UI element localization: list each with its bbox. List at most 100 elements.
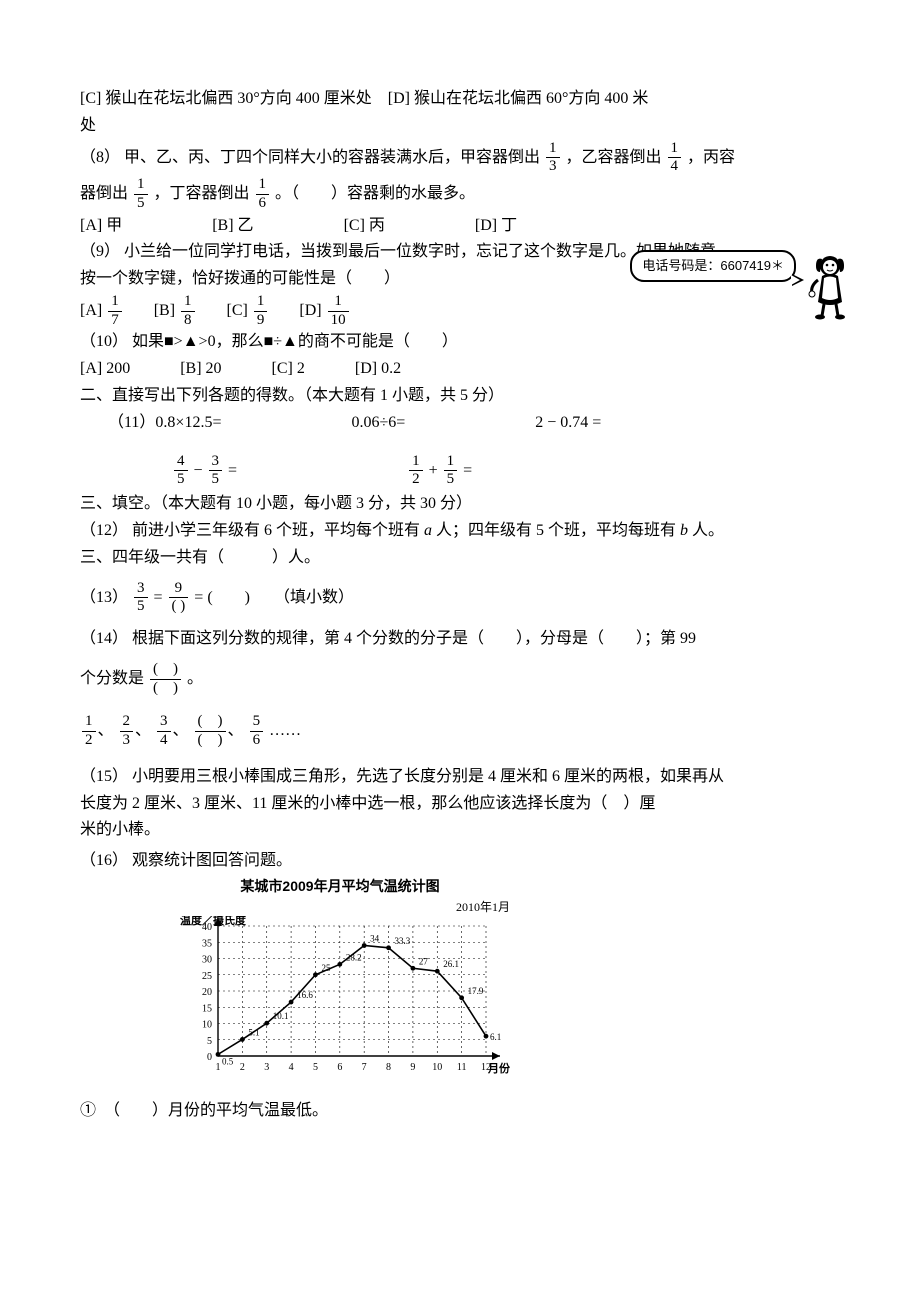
q9-opt-c: [C] 19 [227, 294, 270, 329]
q12-var-b: b [680, 522, 688, 539]
q11-row2: 45 − 35 = 12 + 15 = [172, 454, 830, 489]
q14: （14） 根据下面这列分数的规律，第 4 个分数的分子是（ ），分母是（ ）；第… [80, 627, 830, 652]
q14-line1: 根据下面这列分数的规律，第 4 个分数的分子是（ ），分母是（ ）；第 99 [132, 630, 696, 647]
svg-text:6.1: 6.1 [490, 1033, 501, 1043]
girl-icon [802, 250, 850, 320]
q15-line1: 小明要用三根小棒围成三角形，先选了长度分别是 4 厘米和 6 厘米的两根，如果再… [132, 768, 724, 785]
q10-options: [A] 200 [B] 20 [C] 2 [D] 0.2 [80, 357, 830, 382]
speech-bubble: 电话号码是：6607419＊ [630, 250, 796, 282]
temperature-line-chart: 0510152025303540123456789101112温度／摄氏度月份0… [170, 916, 510, 1086]
q8-line2-c: 。（ ）容器剩的水最多。 [275, 185, 475, 202]
svg-text:11: 11 [457, 1062, 467, 1073]
q16-chart-block: 某城市2009年月平均气温统计图 2010年1月 051015202530354… [170, 876, 830, 1095]
chart-date: 2010年1月 [170, 898, 530, 917]
svg-text:5: 5 [207, 1036, 212, 1047]
svg-text:1: 1 [216, 1062, 221, 1073]
svg-text:25: 25 [321, 963, 331, 973]
q13-label: （13） [80, 588, 128, 605]
q13-f2: 9( ) [169, 581, 189, 616]
q12-label: （12） [80, 522, 128, 539]
section3-heading: 三、填空。（本大题有 10 小题，每小题 3 分，共 30 分） [80, 492, 830, 517]
q14-label: （14） [80, 630, 128, 647]
svg-text:10.1: 10.1 [273, 1012, 289, 1022]
q12-line1-a: 前进小学三年级有 6 个班，平均每个班有 [132, 522, 424, 539]
q8-opt-d: [D] 丁 [475, 214, 517, 239]
q8-frac1: 13 [546, 141, 560, 176]
q12-line2: 三、四年级一共有（ ）人。 [80, 546, 830, 571]
q9-opt-a: [A] 17 [80, 294, 124, 329]
svg-text:15: 15 [202, 1004, 212, 1015]
q10: （10） 如果■>▲>0，那么■÷▲的商不可能是（ ） [80, 330, 830, 355]
q8-stem-b: ，乙容器倒出 [566, 149, 662, 166]
svg-text:0: 0 [207, 1052, 212, 1063]
q8-frac2: 14 [668, 141, 682, 176]
q8-label: （8） [80, 149, 120, 166]
q10-stem: 如果■>▲>0，那么■÷▲的商不可能是（ ） [132, 333, 458, 350]
svg-text:34: 34 [370, 934, 380, 944]
q8-stem-a: 甲、乙、丙、丁四个同样大小的容器装满水后，甲容器倒出 [124, 149, 540, 166]
q13: （13） 35 = 9( ) = ( ) （填小数） [80, 581, 830, 616]
q8-opt-c: [C] 丙 [344, 214, 385, 239]
q11-f2: 12 + 15 = [407, 454, 472, 489]
q8-line2-a: 器倒出 [80, 185, 128, 202]
svg-text:8: 8 [386, 1062, 391, 1073]
q10-opt-b: [B] 20 [180, 357, 221, 382]
svg-text:温度／摄氏度: 温度／摄氏度 [180, 916, 247, 927]
q9-label: （9） [80, 243, 120, 260]
q16-label: （16） [80, 852, 128, 869]
q11-row1: （11）0.8×12.5= 0.06÷6= 2 − 0.74 = [108, 411, 830, 436]
q8: （8） 甲、乙、丙、丁四个同样大小的容器装满水后，甲容器倒出 13 ，乙容器倒出… [80, 141, 830, 176]
svg-text:2: 2 [240, 1062, 245, 1073]
q8-line2-b: ，丁容器倒出 [154, 185, 250, 202]
q14-seq-tail: …… [269, 722, 301, 739]
q16-sub1: ① （ ）月份的平均气温最低。 [80, 1099, 830, 1124]
q14-line2: 个分数是 ( )( ) 。 [80, 662, 830, 697]
q7-option-d: [D] 猴山在花坛北偏西 60°方向 400 米 [388, 90, 649, 107]
q15-line2: 长度为 2 厘米、3 厘米、11 厘米的小棒中选一根，那么他应该选择长度为（ ）… [80, 792, 830, 817]
svg-text:3: 3 [264, 1062, 269, 1073]
svg-text:25: 25 [202, 971, 212, 982]
svg-text:20: 20 [202, 987, 212, 998]
svg-text:30: 30 [202, 955, 212, 966]
q8-stem-c: ，丙容 [687, 149, 735, 166]
q15-label: （15） [80, 768, 128, 785]
svg-text:10: 10 [202, 1020, 212, 1031]
q11-f1: 45 − 35 = [172, 454, 237, 489]
q11-e3: 2 − 0.74 = [535, 411, 601, 436]
q8-line2: 器倒出 15 ，丁容器倒出 16 。（ ）容器剩的水最多。 [80, 177, 830, 212]
q14-blank-frac: ( )( ) [150, 662, 181, 697]
q15-line3: 米的小棒。 [80, 818, 830, 843]
svg-text:5.1: 5.1 [248, 1028, 259, 1038]
section2-heading: 二、直接写出下列各题的得数。（本大题有 1 小题，共 5 分） [80, 384, 830, 409]
q7-options-cd: [C] 猴山在花坛北偏西 30°方向 400 厘米处 [D] 猴山在花坛北偏西 … [80, 87, 830, 112]
svg-text:5: 5 [313, 1062, 318, 1073]
svg-text:26.1: 26.1 [443, 960, 459, 970]
q11-e2: 0.06÷6= [351, 411, 405, 436]
q8-opt-b: [B] 乙 [212, 214, 253, 239]
q12-var-a: a [424, 522, 432, 539]
q14-line2-b: 。 [187, 670, 203, 687]
q11-e1: 0.8×12.5= [155, 414, 221, 431]
q10-opt-a: [A] 200 [80, 357, 130, 382]
svg-text:33.3: 33.3 [395, 936, 411, 946]
q14-line2-a: 个分数是 [80, 670, 144, 687]
q10-opt-c: [C] 2 [272, 357, 305, 382]
q12-line1-c: 人。 [688, 522, 724, 539]
chart-title: 某城市2009年月平均气温统计图 [170, 876, 510, 898]
q10-opt-d: [D] 0.2 [355, 357, 401, 382]
q12: （12） 前进小学三年级有 6 个班，平均每个班有 a 人；四年级有 5 个班，… [80, 519, 830, 544]
q14-seq: 12、 23、 34、 ( )( )、 56 …… [80, 714, 830, 749]
q7-option-d-tail: 处 [80, 114, 830, 139]
q8-frac4: 16 [256, 177, 270, 212]
svg-text:17.9: 17.9 [468, 986, 484, 996]
q13-eq2: = ( ) （填小数） [194, 588, 354, 605]
q11-eqs: （11）0.8×12.5= [108, 411, 221, 436]
q11-label: （11） [108, 414, 155, 431]
q16-stem: 观察统计图回答问题。 [132, 852, 292, 869]
svg-text:月份: 月份 [487, 1061, 510, 1075]
phone-callout: 电话号码是：6607419＊ [630, 250, 850, 320]
svg-text:27: 27 [419, 957, 429, 967]
q8-opt-a: [A] 甲 [80, 214, 122, 239]
q9-line1: 小兰给一位同学打电话，当拨到最后一位数字时，忘记了这个数字是几。如果她随意 [124, 243, 716, 260]
q10-label: （10） [80, 333, 128, 350]
